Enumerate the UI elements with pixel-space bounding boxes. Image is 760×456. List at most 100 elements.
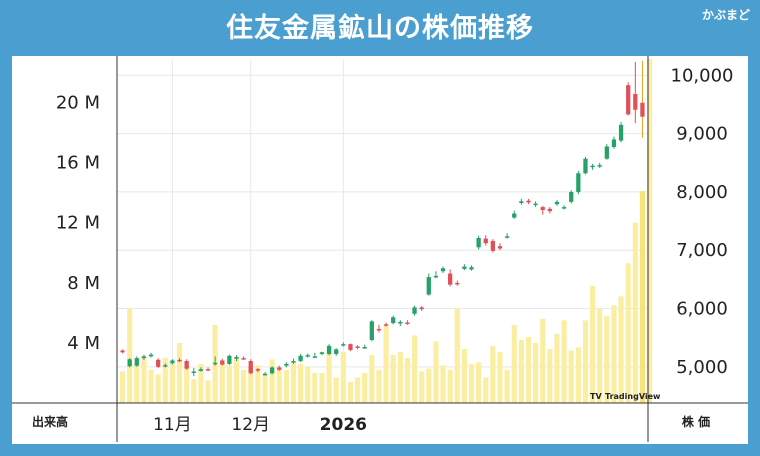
volume-bar (597, 308, 603, 403)
volume-bar (176, 342, 183, 403)
candle (604, 144, 609, 160)
candle (611, 136, 617, 149)
candle (519, 198, 524, 205)
candle-body (184, 361, 189, 369)
volume-bar (447, 369, 453, 403)
candle (269, 366, 275, 375)
candle-body (526, 200, 531, 203)
volume-bar (169, 363, 175, 403)
candle-body (298, 355, 303, 362)
candle-body (597, 165, 602, 167)
candle (205, 367, 211, 371)
volume-bar (362, 372, 368, 403)
volume-tick-label: 4 M (67, 333, 100, 354)
candle (305, 353, 310, 358)
candles (120, 60, 645, 377)
time-tick-label: 2026 (320, 415, 367, 435)
volume-tick-label: 20 M (56, 93, 100, 114)
candlestick-chart: 5,000 6,000 7,000 8,000 9,000 10,000 4 M 8 M 12 … (12, 56, 748, 442)
tradingview-logo-icon: TV (590, 392, 602, 401)
volume-bar (604, 315, 610, 403)
volume-bar (340, 351, 346, 403)
gridlines (117, 59, 648, 403)
volume-bar (333, 377, 339, 403)
candle (540, 205, 545, 215)
candle (376, 324, 382, 333)
candle-body (241, 358, 246, 360)
volume-bar (355, 377, 361, 403)
candle-body (348, 344, 353, 350)
candle-body (405, 322, 410, 325)
volume-bar (632, 222, 638, 403)
candle-body (440, 268, 446, 272)
volume-axis-label: 出来高 (32, 414, 68, 429)
candle (348, 343, 353, 352)
candle (326, 344, 332, 356)
volume-tick-label: 8 M (67, 273, 100, 294)
candle-body (269, 367, 275, 374)
candle-body (177, 359, 182, 362)
candle-body (561, 207, 567, 209)
candle-body (469, 267, 474, 270)
candle (156, 358, 161, 369)
candle (469, 265, 474, 271)
volume-bar (276, 366, 282, 403)
candle-body (569, 191, 574, 202)
candle (362, 344, 367, 349)
candle-body (277, 367, 282, 370)
candle (497, 243, 503, 251)
candle-body (504, 236, 510, 238)
volume-bar (497, 351, 503, 403)
candle-body (262, 373, 268, 376)
candle-body (284, 363, 289, 366)
candle (262, 372, 268, 376)
volume-bar (248, 365, 254, 403)
candle-body (512, 213, 517, 218)
candle (440, 266, 446, 273)
candle (241, 356, 246, 360)
volume-tick-label: 12 M (56, 213, 100, 234)
volume-bar (525, 336, 532, 403)
candle-body (412, 307, 417, 314)
candle (170, 359, 175, 365)
candle-body (590, 165, 595, 168)
candle-body (234, 356, 239, 359)
candle (633, 61, 638, 124)
axes: 5,000 6,000 7,000 8,000 9,000 10,000 4 M 8 M 12 … (12, 56, 748, 442)
volume-bar (390, 354, 396, 403)
price-tick-label: 10,000 (671, 65, 734, 86)
volume-bar (518, 339, 524, 403)
candle-body (198, 369, 204, 371)
candle-body (362, 347, 367, 349)
candle (163, 363, 168, 368)
volume-bar (127, 308, 133, 403)
volume-bar (119, 371, 126, 403)
volume-bar (326, 350, 332, 403)
volume-tick-label: 16 M (56, 153, 100, 174)
volume-bar (298, 363, 304, 403)
price-tick-label: 9,000 (676, 124, 728, 145)
candle (127, 358, 132, 368)
candle-body (533, 203, 538, 206)
candle-body (618, 124, 624, 141)
candle-body (220, 360, 225, 365)
candle (554, 200, 560, 206)
candle (569, 190, 574, 204)
candle-body (540, 207, 545, 211)
candle-body (369, 321, 374, 341)
candle (227, 354, 232, 366)
candle-body (312, 356, 317, 358)
candle (120, 349, 125, 354)
volume-bar (504, 369, 510, 403)
volume-bar (233, 357, 240, 403)
candle-body (376, 328, 382, 331)
time-tick-label: 12月 (231, 415, 270, 435)
candle (448, 269, 453, 287)
candle (141, 354, 147, 360)
candle-body (141, 356, 147, 359)
chart-title: 住友金属鉱山の株価推移 (226, 13, 534, 44)
candle (213, 356, 218, 366)
volume-bar (639, 191, 646, 403)
candle-body (291, 361, 296, 363)
